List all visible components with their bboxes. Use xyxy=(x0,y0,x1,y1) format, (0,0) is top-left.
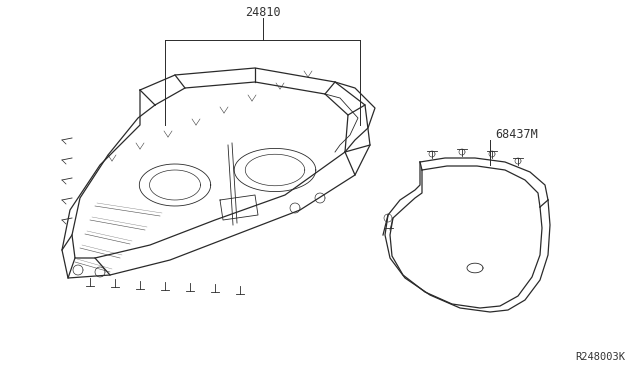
Text: R248003K: R248003K xyxy=(575,352,625,362)
Text: 24810: 24810 xyxy=(244,6,280,19)
Text: 68437M: 68437M xyxy=(495,128,538,141)
